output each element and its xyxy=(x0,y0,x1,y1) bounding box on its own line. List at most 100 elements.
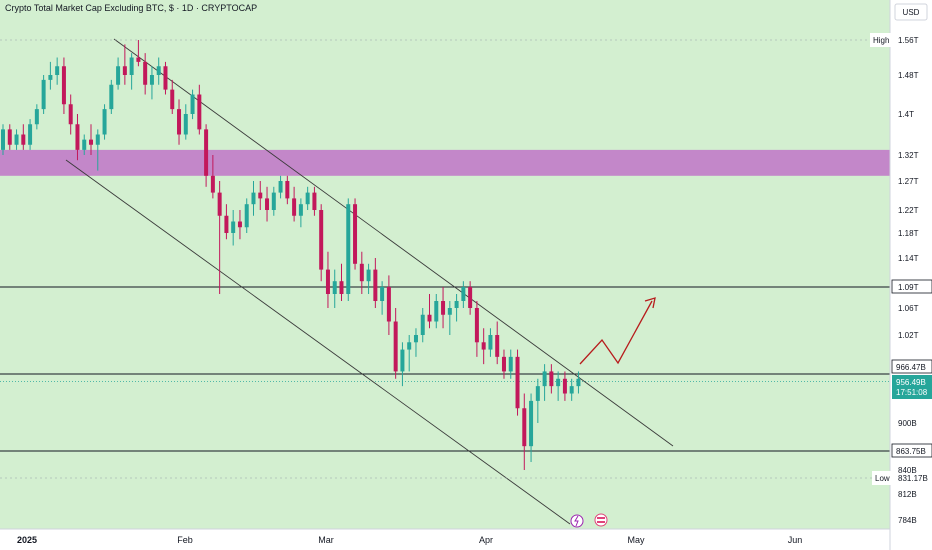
candle[interactable] xyxy=(170,79,175,114)
candle[interactable] xyxy=(251,181,256,216)
candle[interactable] xyxy=(292,186,297,222)
channel-upper-line[interactable] xyxy=(113,38,674,447)
candle[interactable] xyxy=(319,204,324,282)
candle[interactable] xyxy=(82,134,87,156)
candle[interactable] xyxy=(177,99,182,145)
candle[interactable] xyxy=(55,57,60,85)
candle[interactable] xyxy=(427,294,432,329)
candle[interactable] xyxy=(1,124,5,155)
candle[interactable] xyxy=(569,378,574,401)
candle[interactable] xyxy=(298,198,303,228)
candle[interactable] xyxy=(393,308,398,379)
currency-button[interactable]: USD xyxy=(894,3,928,21)
candle[interactable] xyxy=(495,321,500,365)
candle[interactable] xyxy=(258,181,263,210)
candle[interactable] xyxy=(204,124,209,187)
candle[interactable] xyxy=(501,349,506,379)
projection-path[interactable] xyxy=(579,300,653,365)
candle[interactable] xyxy=(474,301,479,357)
candle[interactable] xyxy=(434,294,439,329)
resistance-zone-band[interactable] xyxy=(0,149,890,176)
candle[interactable] xyxy=(515,349,520,416)
candle[interactable] xyxy=(102,104,107,140)
candle[interactable] xyxy=(468,281,473,315)
projection-arrow[interactable] xyxy=(579,297,656,365)
candle[interactable] xyxy=(231,210,236,246)
candle[interactable] xyxy=(420,308,425,343)
candle[interactable] xyxy=(21,124,26,150)
candle[interactable] xyxy=(149,66,154,100)
candle[interactable] xyxy=(197,84,202,135)
candle[interactable] xyxy=(278,175,283,199)
candle[interactable] xyxy=(129,53,134,90)
candle[interactable] xyxy=(14,129,19,150)
candle[interactable] xyxy=(34,104,39,130)
candle[interactable] xyxy=(332,269,337,308)
candle[interactable] xyxy=(339,263,344,301)
candle[interactable] xyxy=(312,186,317,216)
candle[interactable] xyxy=(75,114,80,161)
candle[interactable] xyxy=(271,186,276,216)
candle[interactable] xyxy=(461,281,466,308)
candle[interactable] xyxy=(237,210,242,240)
candle[interactable] xyxy=(285,175,290,205)
event-icons[interactable] xyxy=(570,513,608,528)
candle[interactable] xyxy=(373,258,378,308)
trend-channel[interactable] xyxy=(65,38,674,525)
candle[interactable] xyxy=(556,371,561,401)
price-axis[interactable]: 1.56T 1.48T 1.4T 1.32T 1.27T 1.22T 1.18T 1.14T 1… xyxy=(898,36,919,525)
candle[interactable] xyxy=(109,79,114,114)
currency-button-box[interactable] xyxy=(894,3,928,21)
channel-lower-line[interactable] xyxy=(65,159,571,525)
candle[interactable] xyxy=(116,57,121,90)
candle[interactable] xyxy=(386,275,391,335)
candle[interactable] xyxy=(217,181,222,294)
candle[interactable] xyxy=(407,335,412,372)
candle[interactable] xyxy=(325,251,330,308)
candle[interactable] xyxy=(481,328,486,365)
candle[interactable] xyxy=(265,186,270,222)
candle[interactable] xyxy=(576,371,581,394)
candle[interactable] xyxy=(244,198,249,233)
candle[interactable] xyxy=(508,349,513,379)
candle[interactable] xyxy=(48,61,53,90)
candle[interactable] xyxy=(488,328,493,357)
horizontal-levels[interactable] xyxy=(0,286,890,452)
candle[interactable] xyxy=(346,198,351,301)
candle[interactable] xyxy=(210,155,215,199)
candle[interactable] xyxy=(441,287,446,329)
candle[interactable] xyxy=(136,40,141,67)
time-axis[interactable]: 2025 Feb Mar Apr May Jun xyxy=(17,535,802,545)
candle[interactable] xyxy=(122,44,127,85)
candle[interactable] xyxy=(400,342,405,387)
candle[interactable] xyxy=(7,124,12,150)
candle[interactable] xyxy=(28,119,33,150)
candle[interactable] xyxy=(156,57,161,85)
candle[interactable] xyxy=(183,104,188,140)
flag-event-icon[interactable] xyxy=(594,513,608,527)
candle[interactable] xyxy=(562,371,567,401)
candle[interactable] xyxy=(353,198,358,270)
candle[interactable] xyxy=(549,364,554,394)
candle[interactable] xyxy=(413,328,418,357)
candle[interactable] xyxy=(68,94,73,135)
candle[interactable] xyxy=(143,53,148,95)
candle[interactable] xyxy=(95,129,100,171)
candle[interactable] xyxy=(542,364,547,401)
candle[interactable] xyxy=(163,61,168,95)
candle[interactable] xyxy=(41,75,46,114)
candle[interactable] xyxy=(447,301,452,335)
candle[interactable] xyxy=(535,378,540,423)
candle[interactable] xyxy=(224,204,229,240)
candle[interactable] xyxy=(190,89,195,120)
candle[interactable] xyxy=(366,263,371,294)
candle[interactable] xyxy=(380,281,385,315)
candle[interactable] xyxy=(305,186,310,210)
candle[interactable] xyxy=(359,251,364,294)
candle[interactable] xyxy=(529,393,534,462)
candle[interactable] xyxy=(522,393,527,470)
candle[interactable] xyxy=(454,294,459,322)
candle[interactable] xyxy=(61,57,66,115)
candle[interactable] xyxy=(89,124,94,155)
